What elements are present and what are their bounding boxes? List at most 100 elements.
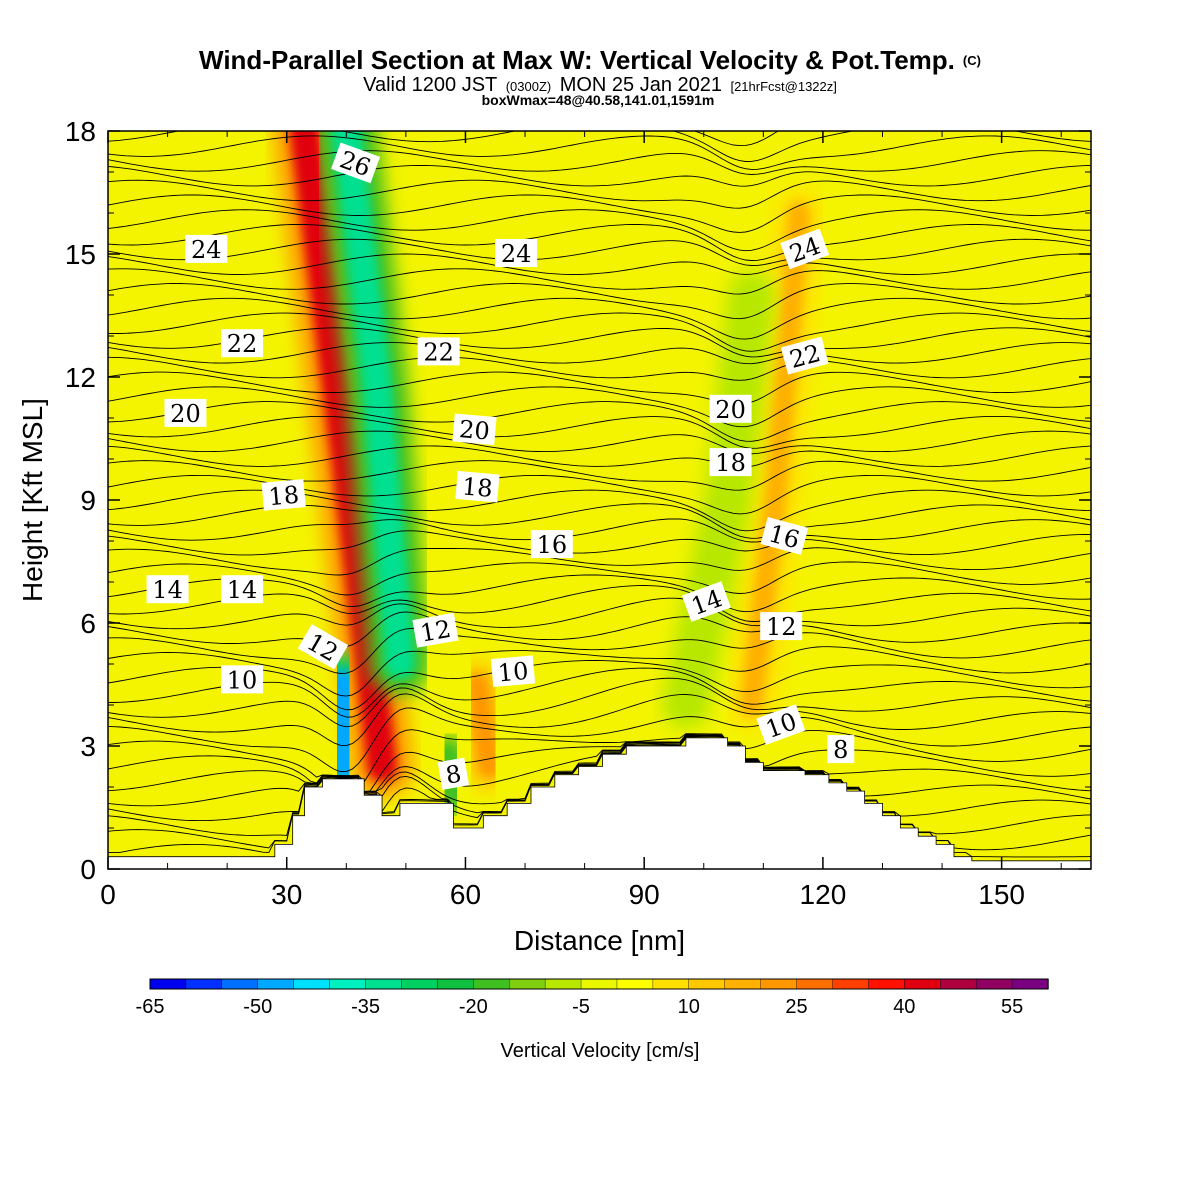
colorbar-swatch [437, 978, 474, 990]
isentrope-line [108, 667, 1091, 718]
colorbar-tick-label: 10 [678, 996, 700, 1018]
colorbar-tick-label: 25 [785, 996, 807, 1018]
contour-label-text: 14 [152, 576, 183, 604]
contour-label: 14 [221, 575, 264, 604]
contour-label-text: 22 [227, 330, 258, 358]
y-tick-label: 9 [80, 485, 96, 516]
isentrope-line [108, 707, 1091, 773]
contour-label: 20 [164, 398, 207, 428]
isentrope-line [108, 194, 1091, 233]
plot-area [108, 131, 1091, 869]
colorbar-frame [149, 978, 1049, 990]
colorbar-swatch [724, 978, 762, 990]
contour-label-bg [261, 479, 306, 511]
contour-label-text: 12 [418, 615, 453, 648]
contour-label-text: 18 [461, 472, 494, 503]
isentrope-line [108, 734, 1091, 807]
colorbar-swatch [257, 978, 295, 990]
contour-label-text: 22 [423, 338, 454, 366]
colorbar-swatch [652, 978, 690, 990]
contour-label-bg [455, 470, 500, 503]
colorbar-swatch [796, 978, 834, 990]
colorbar-tick-label: -50 [243, 996, 272, 1018]
contour-label-text: 24 [191, 236, 222, 264]
colorbar-swatch [1011, 978, 1049, 990]
contour-label-text: 14 [227, 576, 258, 604]
contour-label-text: 20 [458, 415, 491, 446]
colorbar-swatch [868, 978, 906, 990]
isentrope-line [108, 283, 1091, 320]
contour-label: 10 [221, 665, 264, 694]
contour-label: 14 [146, 575, 189, 604]
isentrope-line [108, 209, 1091, 252]
contour-label-text: 20 [170, 400, 201, 428]
isentrope-line [108, 430, 1091, 455]
contour-label-bg [756, 704, 806, 745]
contour-label-bg [297, 624, 349, 670]
isentrope-line [108, 646, 1091, 697]
contour-label-text: 8 [833, 736, 848, 764]
contour-label: 20 [452, 413, 497, 446]
contour-label-bg [709, 448, 752, 477]
isentrope-line [108, 356, 1091, 381]
colorbar-swatch [149, 978, 187, 990]
y-axis-title: Height [Kft MSL] [17, 398, 48, 602]
isentrope-line [108, 150, 1091, 175]
x-tick-label: 120 [800, 879, 847, 910]
isentrope-line [108, 627, 1091, 674]
isentrope-line [108, 401, 1091, 442]
x-tick-label: 90 [629, 879, 660, 910]
contour-label-text: 20 [715, 396, 746, 424]
colorbar-swatch [904, 978, 941, 990]
contour-label: 10 [756, 704, 806, 745]
contour-label: 12 [412, 612, 459, 648]
contour-label-text: 8 [444, 760, 464, 790]
contour-label-bg [221, 329, 264, 358]
colorbar-tick-label: 40 [893, 996, 915, 1018]
isentrope-line [108, 179, 1091, 209]
isentrope-line [108, 238, 1091, 266]
contour-label-text: 18 [267, 481, 300, 512]
contour-label-bg [530, 530, 573, 559]
colorbar-tick-label: -65 [136, 996, 165, 1018]
isentrope-line [108, 297, 1091, 340]
chart-title: Wind-Parallel Section at Max W: Vertical… [199, 45, 981, 75]
isentrope-line [108, 165, 1091, 187]
contour-label-bg [760, 516, 809, 555]
isentrope-line [108, 371, 1091, 405]
isentrope-line [108, 735, 1091, 822]
y-tick-label: 3 [80, 731, 96, 762]
isentrope-line [108, 677, 1091, 728]
contour-label: 8 [827, 735, 855, 764]
colorbar-swatch [544, 978, 582, 990]
contour-label: 22 [780, 336, 829, 375]
isentrope-line [108, 253, 1091, 275]
colorbar-swatch [688, 978, 726, 990]
axes: 0 30 60 90 120 150 0 3 6 9 12 15 18 Distance [nm] Heig… [17, 116, 1091, 956]
colorbar-swatch [616, 978, 654, 990]
contour-label: 10 [490, 655, 536, 687]
isentrope-line [108, 561, 1091, 596]
contour-label-bg [331, 142, 381, 184]
contour-label: 18 [261, 479, 306, 512]
isentrope-line [108, 733, 1091, 792]
colorbar-tick-label: 55 [1001, 996, 1023, 1018]
contour-label: 8 [437, 757, 470, 790]
contour-label: 24 [495, 239, 538, 268]
contour-label-bg [437, 757, 470, 790]
contour-label-bg [417, 337, 460, 366]
contour-label-text: 18 [715, 449, 746, 477]
isentrope-line [108, 135, 1091, 170]
contour-label-bg [760, 612, 803, 641]
colorbar-swatch [940, 978, 977, 990]
colorbar-swatch [580, 978, 618, 990]
isentrope-line [108, 268, 1091, 295]
isentrope-line [108, 518, 1091, 543]
isentrope-line [108, 415, 1091, 449]
isentrope-line [108, 729, 1091, 783]
y-tick-label: 18 [65, 116, 96, 147]
contour-label-text: 24 [501, 240, 532, 268]
isentrope-line [108, 660, 1091, 711]
contour-label-bg [495, 239, 538, 267]
